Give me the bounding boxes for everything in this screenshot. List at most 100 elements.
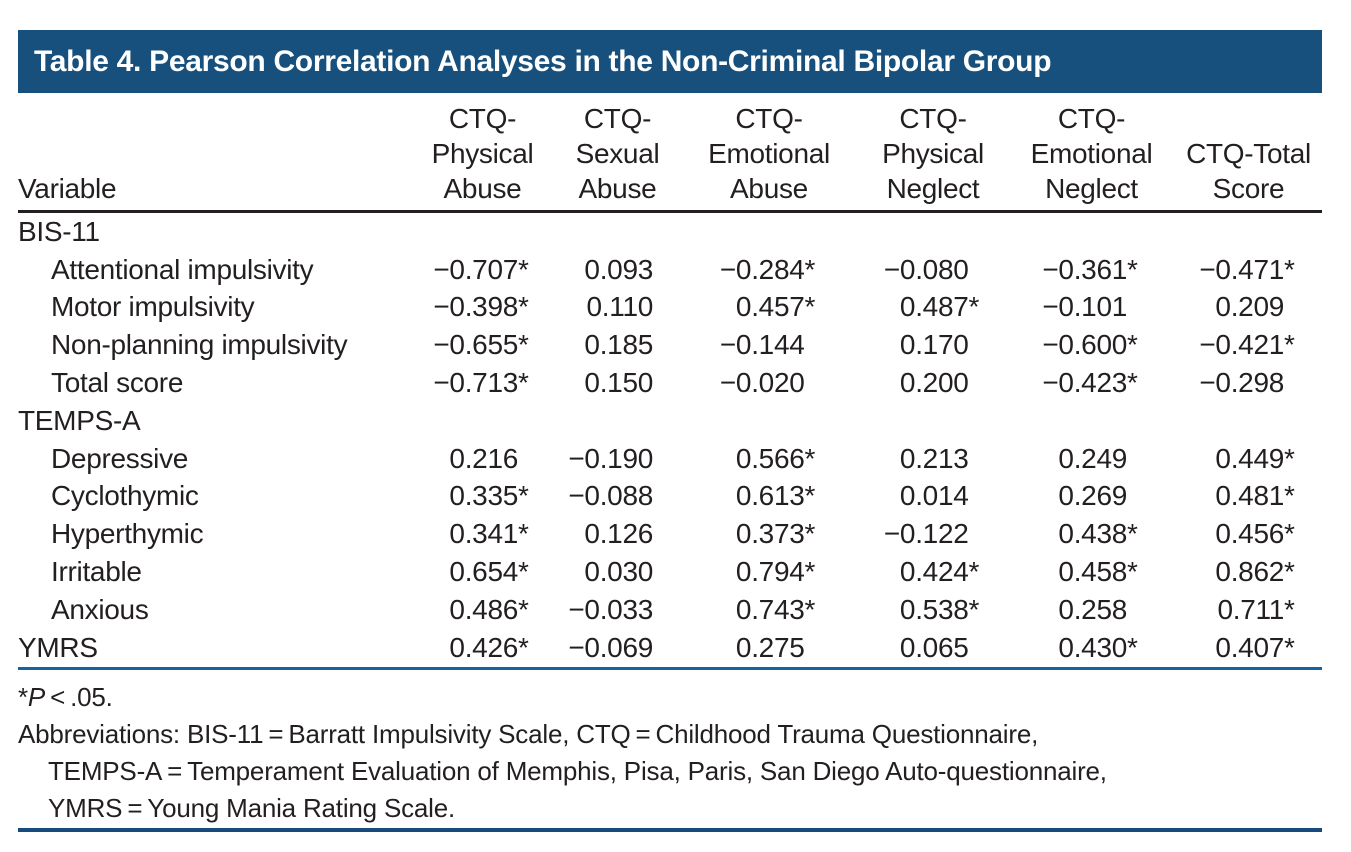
table-body: BIS-11 Attentional impulsivity −0.707 * 0.09… — [18, 213, 1322, 667]
footnotes: *P < .05. Abbreviations: BIS-11 = Barrat… — [18, 679, 1322, 827]
value-cell: 0.566 * — [735, 442, 816, 474]
column-header: CTQ- Physical Neglect — [882, 103, 984, 204]
value-cell — [410, 213, 555, 251]
column-header: Variable — [18, 173, 117, 204]
row-label: Attentional impulsivity — [51, 253, 314, 285]
column-header: CTQ- Sexual Abuse — [575, 103, 660, 204]
value-cell — [1008, 402, 1175, 440]
value-cell — [858, 402, 1008, 440]
value-cell: −0.088 — [568, 480, 653, 512]
value-cell: −0.423 * — [1042, 367, 1138, 399]
value-cell: −0.190 — [568, 442, 653, 474]
column-header: CTQ- Physical Abuse — [431, 103, 534, 204]
significance-marker: * — [18, 681, 28, 712]
value-cell: −0.655 * — [433, 329, 529, 361]
value-cell: 0.185 — [584, 329, 653, 361]
value-cell: 0.613 * — [735, 480, 816, 512]
value-cell: 0.743 * — [735, 593, 816, 625]
value-cell: 0.258 — [1058, 593, 1127, 625]
value-cell — [680, 213, 858, 251]
value-cell: −0.122 — [883, 518, 969, 550]
value-cell — [680, 402, 858, 440]
value-cell: −0.101 — [1042, 291, 1127, 323]
value-cell: 0.341 * — [449, 518, 529, 550]
figure-bottom-rule — [18, 827, 1322, 832]
value-cell: −0.298 — [1199, 367, 1284, 399]
value-cell: 0.065 — [899, 631, 969, 663]
table-figure: Table 4. Pearson Correlation Analyses in… — [18, 30, 1322, 832]
value-cell: −0.471 * — [1199, 253, 1295, 285]
value-cell: 0.487 * — [899, 291, 980, 323]
value-cell — [1175, 402, 1322, 440]
value-cell: 0.654 * — [449, 556, 529, 588]
row-label: Irritable — [51, 556, 142, 588]
value-cell: −0.361 * — [1042, 253, 1138, 285]
value-cell: 0.093 — [584, 253, 653, 285]
value-cell: −0.020 — [719, 367, 805, 399]
value-cell: 0.030 — [584, 556, 653, 588]
value-cell: 0.335 * — [449, 480, 529, 512]
value-cell: −0.284 * — [719, 253, 816, 285]
value-cell — [555, 213, 680, 251]
value-cell: 0.407 * — [1215, 631, 1295, 663]
value-cell: 0.150 — [584, 367, 653, 399]
value-cell: 0.456 * — [1215, 518, 1295, 550]
row-label: Cyclothymic — [51, 480, 199, 512]
table-title: Table 4. Pearson Correlation Analyses in… — [34, 44, 1052, 78]
value-cell: 0.275 — [735, 631, 805, 663]
header-rule — [18, 210, 1322, 213]
column-header: CTQ-Total Score — [1186, 138, 1311, 204]
section-label: YMRS — [18, 631, 98, 663]
value-cell — [1175, 213, 1322, 251]
row-label: Total score — [51, 367, 184, 399]
value-cell: −0.421 * — [1199, 329, 1295, 361]
value-cell: 0.424 * — [899, 556, 980, 588]
table-header-row: Variable CTQ- Physical Abuse CTQ- Sexual A… — [18, 93, 1322, 210]
value-cell: 0.014 — [899, 480, 969, 512]
value-cell: 0.794 * — [735, 556, 816, 588]
value-cell: −0.707 * — [433, 253, 529, 285]
value-cell: 0.481 * — [1215, 480, 1295, 512]
value-cell: 0.126 — [584, 518, 653, 550]
row-label: Depressive — [51, 442, 189, 474]
value-cell: 0.538 * — [899, 593, 980, 625]
value-cell: 0.430 * — [1058, 631, 1138, 663]
section-label: BIS-11 — [18, 215, 100, 247]
value-cell — [555, 402, 680, 440]
value-cell: 0.457 * — [735, 291, 816, 323]
value-cell: −0.713 * — [433, 367, 529, 399]
value-cell: −0.144 — [719, 329, 805, 361]
section-label: TEMPS-A — [18, 404, 141, 436]
value-cell: 0.711 * — [1217, 593, 1295, 625]
value-cell: −0.398 * — [433, 291, 529, 323]
value-cell: 0.438 * — [1058, 518, 1138, 550]
abbreviation-line: YMRS = Young Mania Rating Scale. — [48, 792, 456, 823]
table-bottom-rule — [18, 666, 1322, 670]
column-header: CTQ- Emotional Neglect — [1030, 103, 1153, 204]
abbreviation-line: TEMPS-A = Temperament Evaluation of Memp… — [48, 755, 1107, 786]
significance-symbol: P — [27, 681, 46, 712]
abbreviation-line: Abbreviations: BIS-11 = Barratt Impulsiv… — [18, 718, 1039, 749]
value-cell: 0.170 — [899, 329, 969, 361]
value-cell: 0.249 — [1058, 442, 1127, 474]
table-title-bar: Table 4. Pearson Correlation Analyses in… — [18, 30, 1322, 93]
significance-text: < .05. — [45, 681, 113, 712]
value-cell: −0.080 — [883, 253, 969, 285]
value-cell: 0.216 — [449, 442, 518, 474]
value-cell — [410, 402, 555, 440]
column-header: CTQ- Emotional Abuse — [708, 103, 830, 204]
value-cell: 0.200 — [899, 367, 969, 399]
value-cell: 0.269 — [1058, 480, 1127, 512]
row-label: Hyperthymic — [51, 518, 204, 550]
value-cell: −0.069 — [568, 631, 653, 663]
value-cell: 0.458 * — [1058, 556, 1138, 588]
value-cell — [1008, 213, 1175, 251]
value-cell: 0.486 * — [449, 593, 529, 625]
value-cell: 0.373 * — [735, 518, 816, 550]
row-label: Motor impulsivity — [51, 291, 255, 323]
significance-note: *P < .05. — [18, 679, 1322, 716]
value-cell: 0.110 — [586, 291, 654, 323]
value-cell: 0.209 — [1215, 291, 1284, 323]
value-cell: −0.033 — [568, 593, 653, 625]
